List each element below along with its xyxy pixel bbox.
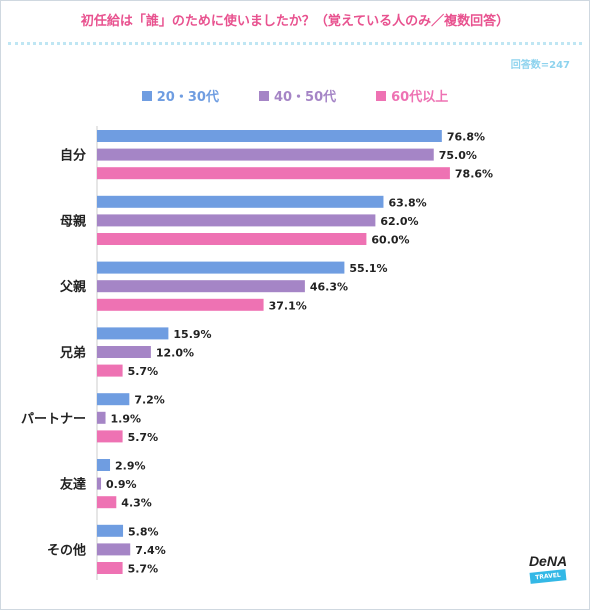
bar-0-2 bbox=[97, 167, 450, 180]
value-label-2-2: 37.1% bbox=[269, 299, 307, 312]
legend-item-series-2: 60代以上 bbox=[376, 86, 448, 105]
value-label-0-2: 78.6% bbox=[455, 168, 493, 181]
value-label-2-1: 46.3% bbox=[310, 281, 348, 294]
bar-4-2 bbox=[97, 430, 123, 443]
category-label-0: 自分 bbox=[60, 148, 86, 164]
value-label-6-0: 5.8% bbox=[128, 525, 159, 538]
value-label-4-1: 1.9% bbox=[111, 412, 142, 425]
value-label-4-2: 5.7% bbox=[128, 431, 159, 444]
value-label-0-0: 76.8% bbox=[447, 131, 485, 144]
value-label-5-2: 4.3% bbox=[121, 497, 152, 510]
category-label-5: 友達 bbox=[60, 477, 86, 493]
value-label-3-0: 15.9% bbox=[173, 328, 211, 341]
value-label-3-2: 5.7% bbox=[128, 365, 159, 378]
value-label-0-1: 75.0% bbox=[439, 149, 477, 162]
bar-5-2 bbox=[97, 496, 117, 509]
legend: 20・30代 40・50代 60代以上 bbox=[0, 86, 590, 105]
dena-travel-logo: DeNA TRAVEL bbox=[522, 553, 574, 593]
value-label-5-1: 0.9% bbox=[106, 478, 137, 491]
bar-4-1 bbox=[97, 411, 106, 424]
value-label-6-2: 5.7% bbox=[128, 563, 159, 576]
value-label-3-1: 12.0% bbox=[156, 347, 194, 360]
logo-sub: TRAVEL bbox=[529, 569, 567, 584]
legend-swatch-series-0 bbox=[141, 90, 152, 101]
bar-1-0 bbox=[97, 195, 384, 208]
title-divider bbox=[8, 42, 582, 45]
value-label-6-1: 7.4% bbox=[135, 544, 166, 557]
bar-1-1 bbox=[97, 214, 376, 227]
bar-2-2 bbox=[97, 298, 264, 311]
bar-3-0 bbox=[97, 327, 169, 340]
logo-brand: DeNA bbox=[528, 553, 568, 569]
bar-2-0 bbox=[97, 261, 345, 274]
respondent-count: 回答数=247 bbox=[510, 60, 570, 71]
value-label-1-0: 63.8% bbox=[388, 196, 426, 209]
bar-0-0 bbox=[97, 130, 442, 142]
bar-3-1 bbox=[97, 346, 151, 358]
bar-0-1 bbox=[97, 148, 434, 161]
value-label-1-2: 60.0% bbox=[371, 234, 409, 247]
bar-6-1 bbox=[97, 543, 131, 556]
category-label-6: その他 bbox=[47, 542, 86, 558]
legend-label-series-0: 20・30代 bbox=[156, 90, 219, 105]
chart-title: 初任給は「誰」のために使いましたか？（覚えている人のみ／複数回答） bbox=[80, 14, 510, 29]
bar-3-2 bbox=[97, 364, 123, 377]
legend-item-series-0: 20・30代 bbox=[141, 86, 219, 105]
legend-item-series-1: 40・50代 bbox=[258, 86, 337, 105]
value-label-5-0: 2.9% bbox=[115, 460, 146, 473]
bar-6-2 bbox=[97, 562, 123, 574]
legend-swatch-series-1 bbox=[258, 90, 269, 101]
legend-label-series-2: 60代以上 bbox=[391, 90, 449, 105]
legend-label-series-1: 40・50代 bbox=[273, 90, 337, 105]
legend-swatch-series-2 bbox=[376, 90, 387, 101]
bar-1-2 bbox=[97, 233, 367, 245]
category-label-1: 母親 bbox=[60, 213, 86, 229]
category-label-4: パートナー bbox=[21, 412, 86, 427]
value-label-2-0: 55.1% bbox=[349, 262, 387, 275]
bar-4-0 bbox=[97, 393, 130, 406]
category-label-3: 兄弟 bbox=[59, 345, 86, 361]
category-label-2: 父親 bbox=[59, 279, 86, 295]
bar-5-0 bbox=[97, 459, 111, 471]
bar-6-0 bbox=[97, 524, 124, 537]
value-label-1-1: 62.0% bbox=[380, 215, 418, 228]
value-label-4-0: 7.2% bbox=[134, 394, 165, 407]
bar-5-1 bbox=[97, 477, 102, 490]
bar-2-1 bbox=[97, 280, 305, 293]
